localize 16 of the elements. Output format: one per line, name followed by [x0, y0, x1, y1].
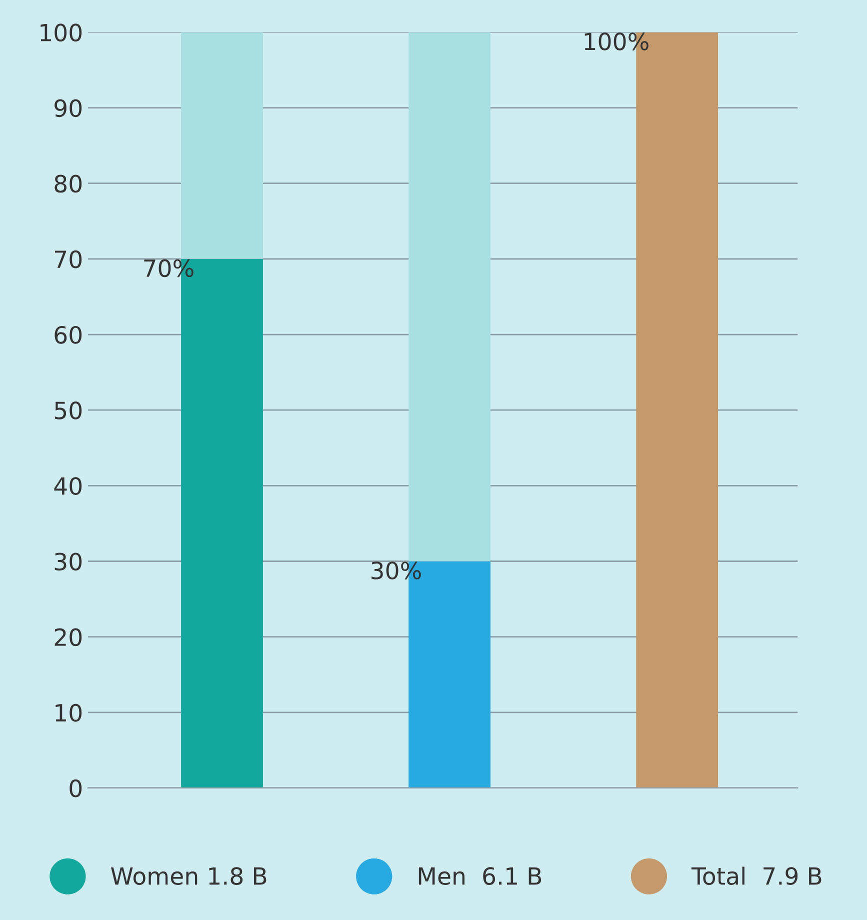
y-tick-label: 40 [54, 477, 82, 495]
legend-label: Total 7.9 B [691, 866, 822, 885]
y-tick-label: 10 [56, 704, 82, 722]
bar [408, 32, 490, 562]
bar [181, 32, 263, 259]
y-tick-label: 60 [54, 326, 82, 344]
y-tick-label: 70 [55, 250, 82, 268]
y-tick-label: 90 [54, 99, 82, 118]
y-tick-label: 20 [54, 628, 82, 646]
y-tick-label: 80 [54, 174, 82, 193]
y-tick-label: 50 [54, 402, 82, 420]
y-tick-label: 100 [40, 24, 82, 42]
legend-label: Women 1.8 B [111, 867, 266, 885]
legend-label: Men 6.1 B [418, 867, 542, 885]
y-tick-label: 0 [70, 779, 82, 798]
y-tick-label: 30 [54, 552, 82, 571]
